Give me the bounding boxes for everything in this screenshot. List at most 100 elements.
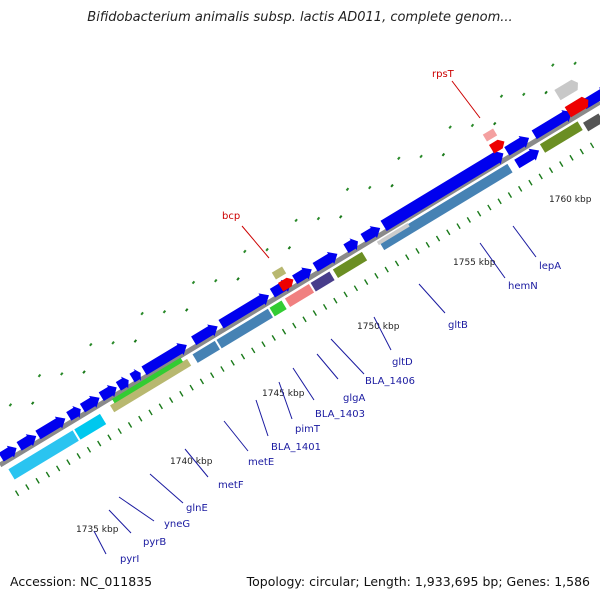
gene-block[interactable] xyxy=(531,110,572,140)
gene-label-hemN[interactable]: hemN xyxy=(508,281,538,292)
gene-block[interactable] xyxy=(98,385,117,401)
gene-label-glgA[interactable]: glgA xyxy=(343,393,365,404)
gene-label-pyrI[interactable]: pyrI xyxy=(120,554,139,565)
gc-mark xyxy=(140,311,144,316)
gene-block[interactable] xyxy=(16,434,37,451)
axis-tick xyxy=(55,465,61,472)
gc-mark xyxy=(316,216,321,221)
gene-block[interactable] xyxy=(35,416,66,440)
label-leader-line xyxy=(184,448,209,478)
highlight-leader-line xyxy=(451,80,481,119)
axis-tick xyxy=(497,198,502,205)
gene-block[interactable] xyxy=(112,357,184,404)
gc-mark xyxy=(243,249,247,254)
gene-label-pimT[interactable]: pimT xyxy=(295,424,321,435)
axis-tick xyxy=(415,248,420,254)
axis-tick xyxy=(210,372,215,379)
gene-block[interactable] xyxy=(312,251,338,272)
gene-block[interactable] xyxy=(79,395,100,413)
gc-mark xyxy=(30,401,35,405)
gene-block[interactable] xyxy=(192,340,220,363)
axis-tick-label: 1735 kbp xyxy=(76,525,119,535)
gc-mark xyxy=(419,154,423,159)
gene-block[interactable] xyxy=(360,226,381,243)
gene-block[interactable] xyxy=(379,163,513,251)
gene-block[interactable] xyxy=(292,267,312,285)
gene-block[interactable] xyxy=(343,238,358,253)
axis-tick xyxy=(66,459,71,466)
rplT-region[interactable] xyxy=(554,78,591,118)
gene-block[interactable] xyxy=(0,445,17,462)
label-leader-line xyxy=(373,316,392,351)
axis-tick xyxy=(292,322,297,329)
gene-block[interactable] xyxy=(332,251,368,279)
axis-tick xyxy=(45,471,51,478)
gene-label-gltD[interactable]: gltD xyxy=(392,357,413,368)
axis-tick-label: 1760 kbp xyxy=(549,195,592,205)
gene-block[interactable] xyxy=(539,121,583,153)
gc-mark xyxy=(544,90,548,95)
gene-block[interactable] xyxy=(66,406,81,421)
axis-tick xyxy=(86,446,92,453)
gene-label-yneG[interactable]: yneG xyxy=(164,519,190,530)
axis-tick xyxy=(199,378,205,385)
axis-tick xyxy=(569,154,574,161)
gene-label-BLA_1401[interactable]: BLA_1401 xyxy=(271,442,321,453)
axis-ticks xyxy=(14,142,595,497)
gc-mark xyxy=(60,372,64,376)
gene-block[interactable] xyxy=(514,148,540,169)
gene-label-gltB[interactable]: gltB xyxy=(448,320,468,331)
bcp-gene[interactable] xyxy=(271,265,296,292)
gene-block[interactable] xyxy=(504,136,530,156)
axis-tick xyxy=(353,285,359,292)
gene-block[interactable] xyxy=(284,283,315,308)
gene-block xyxy=(554,79,578,101)
axis-tick xyxy=(281,328,287,335)
axis-tick xyxy=(384,266,389,273)
gc-mark xyxy=(294,218,298,223)
axis-tick xyxy=(261,341,266,348)
gene-block[interactable] xyxy=(110,358,192,413)
label-leader-line xyxy=(292,367,315,401)
rpsT-gene[interactable] xyxy=(482,127,507,154)
gene-block[interactable] xyxy=(269,300,287,317)
gene-block[interactable] xyxy=(141,343,187,376)
gene-block[interactable] xyxy=(191,324,218,346)
gene-block[interactable] xyxy=(376,223,410,246)
gene-block[interactable] xyxy=(8,430,79,480)
gene-block[interactable] xyxy=(74,413,107,440)
label-leader-line xyxy=(330,338,365,375)
label-leader-line xyxy=(278,381,293,420)
gene-block[interactable] xyxy=(129,368,141,383)
highlight-label-rpsT[interactable]: rpsT xyxy=(432,69,455,80)
highlight-label-bcp[interactable]: bcp xyxy=(222,211,240,222)
gc-mark xyxy=(573,61,577,66)
axis-tick xyxy=(374,272,379,279)
rpsT-gene-upper xyxy=(482,128,498,142)
gene-label-BLA_1406[interactable]: BLA_1406 xyxy=(365,376,415,387)
gene-block[interactable] xyxy=(115,376,129,391)
gene-block[interactable] xyxy=(380,150,504,232)
gene-block xyxy=(564,96,589,118)
gene-block[interactable] xyxy=(310,271,335,292)
axis-tick-label: 1750 kbp xyxy=(357,322,400,332)
gene-label-metF[interactable]: metF xyxy=(218,480,244,491)
axis-tick xyxy=(364,279,369,285)
gene-block[interactable] xyxy=(218,293,269,329)
axis-tick xyxy=(589,142,595,149)
gene-label-metE[interactable]: metE xyxy=(248,457,274,468)
gene-label-BLA_1403[interactable]: BLA_1403 xyxy=(315,409,365,420)
axis-tick xyxy=(405,254,410,261)
highlighted-genes: bcp rpsT xyxy=(222,69,591,292)
gene-label-glnE[interactable]: glnE xyxy=(186,503,208,514)
gene-block[interactable] xyxy=(216,308,274,349)
gene-label-lepA[interactable]: lepA xyxy=(539,261,561,272)
gene-block[interactable] xyxy=(583,113,600,132)
gene-label-pyrB[interactable]: pyrB xyxy=(143,537,166,548)
gene-track xyxy=(0,87,600,480)
gc-mark xyxy=(236,277,240,281)
axis-tick xyxy=(487,204,492,211)
axis-tick xyxy=(14,490,20,497)
axis-tick xyxy=(302,316,307,323)
